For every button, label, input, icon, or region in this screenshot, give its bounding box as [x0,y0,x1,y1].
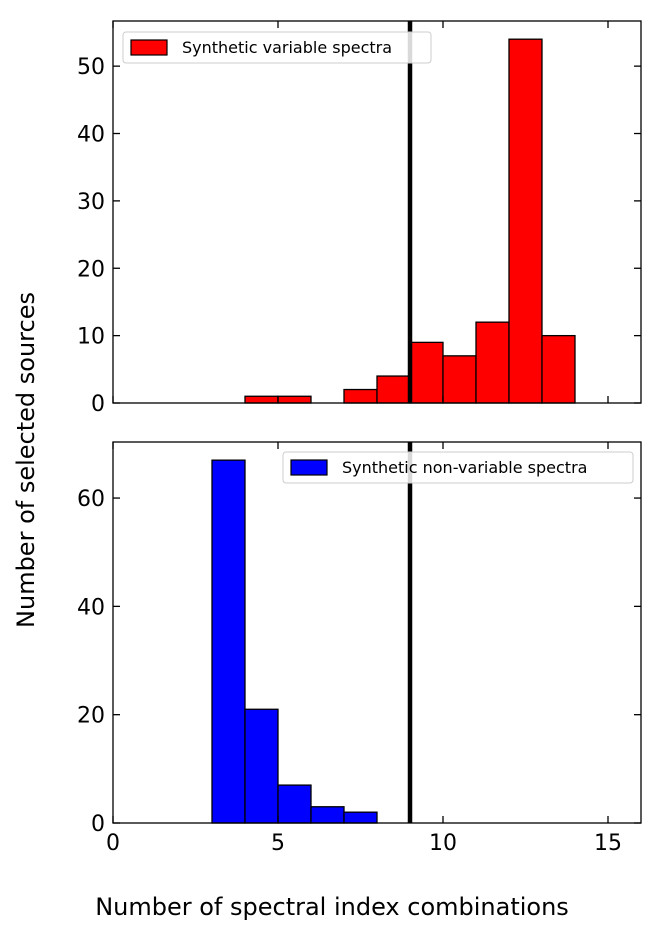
panel-variable: 0 10 20 30 40 50 Synthetic variable spectra [77,20,642,417]
x-tick-label: 5 [271,831,285,856]
legend: Synthetic variable spectra [122,31,432,64]
histogram-bar [376,375,411,404]
y-tick-label: 40 [77,123,105,148]
histogram-bar [277,395,312,404]
legend-label: Synthetic variable spectra [182,38,392,57]
legend: Synthetic non-variable spectra [282,451,634,484]
y-tick-label: 30 [77,190,105,215]
axes-frame [112,20,642,404]
histogram-bar [343,811,378,824]
x-tick-label: 15 [594,831,622,856]
histogram-bar [211,459,246,824]
y-tick-label: 60 [77,487,105,512]
y-tick-label: 50 [77,55,105,80]
histogram-bar [541,334,576,404]
y-tick-label: 0 [91,812,105,837]
histogram-bar [244,708,279,824]
x-tick-label: 0 [106,831,120,856]
histogram-bar [442,355,477,404]
panel-non-variable: 0 20 40 60 0 5 10 15 Synthetic non-variable spec… [77,441,642,856]
histogram-bar [409,341,444,404]
y-tick-label: 0 [91,392,105,417]
y-tick-label: 20 [77,257,105,282]
histogram-bar [343,388,378,404]
legend-label: Synthetic non-variable spectra [342,458,587,477]
y-axis-label: Number of selected sources [12,292,40,628]
legend-box [122,31,432,64]
histogram-bar [310,806,345,824]
histogram-bar [475,321,510,404]
legend-box [282,451,634,484]
legend-swatch [130,39,168,56]
histogram-bar [277,784,312,824]
x-axis-label: Number of spectral index combinations [95,893,569,921]
y-tick-label: 20 [77,704,105,729]
histogram-bar [508,38,543,404]
axes-frame [112,441,642,824]
y-tick-label: 40 [77,595,105,620]
legend-swatch [290,459,328,476]
histogram-bar [244,395,279,404]
y-tick-label: 10 [77,325,105,350]
x-tick-label: 10 [429,831,457,856]
